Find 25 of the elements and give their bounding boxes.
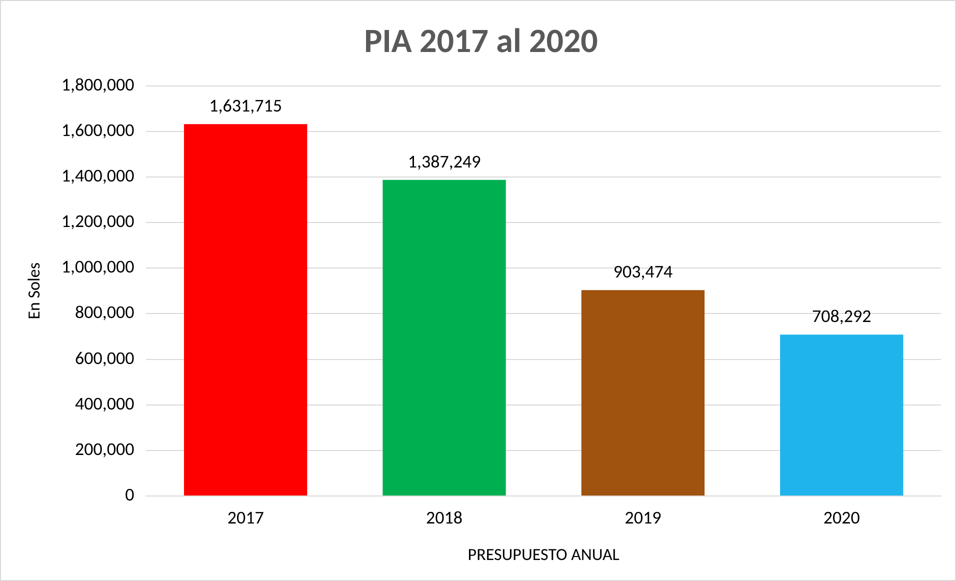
y-tick-label: 1,800,000 (61, 73, 134, 96)
data-label: 1,387,249 (408, 150, 481, 172)
chart-title: PIA 2017 al 2020 (364, 20, 598, 62)
y-axis-title: En Soles (23, 262, 44, 320)
y-tick-label: 600,000 (75, 346, 134, 369)
x-tick-label: 2019 (624, 506, 662, 528)
bar (780, 334, 904, 496)
y-tick-label: 1,000,000 (61, 256, 134, 278)
y-tick-label: 1,600,000 (61, 118, 134, 141)
y-tick-label: 400,000 (75, 392, 134, 414)
data-label: 903,474 (613, 260, 673, 283)
y-tick-label: 0 (125, 484, 134, 506)
bar (581, 290, 705, 496)
y-tick-label: 200,000 (75, 438, 134, 460)
y-tick-label: 800,000 (75, 301, 134, 324)
bar (184, 124, 308, 496)
y-tick-label: 1,200,000 (61, 210, 134, 232)
x-tick-label: 2018 (426, 506, 463, 528)
bar (382, 180, 506, 496)
y-tick-label: 1,400,000 (61, 164, 134, 186)
x-axis-title: PRESUPUESTO ANUAL (468, 544, 620, 566)
data-label: 1,631,715 (209, 94, 282, 117)
data-label: 708,292 (812, 305, 872, 328)
x-tick-label: 2020 (823, 506, 860, 528)
x-tick-label: 2017 (227, 506, 264, 528)
